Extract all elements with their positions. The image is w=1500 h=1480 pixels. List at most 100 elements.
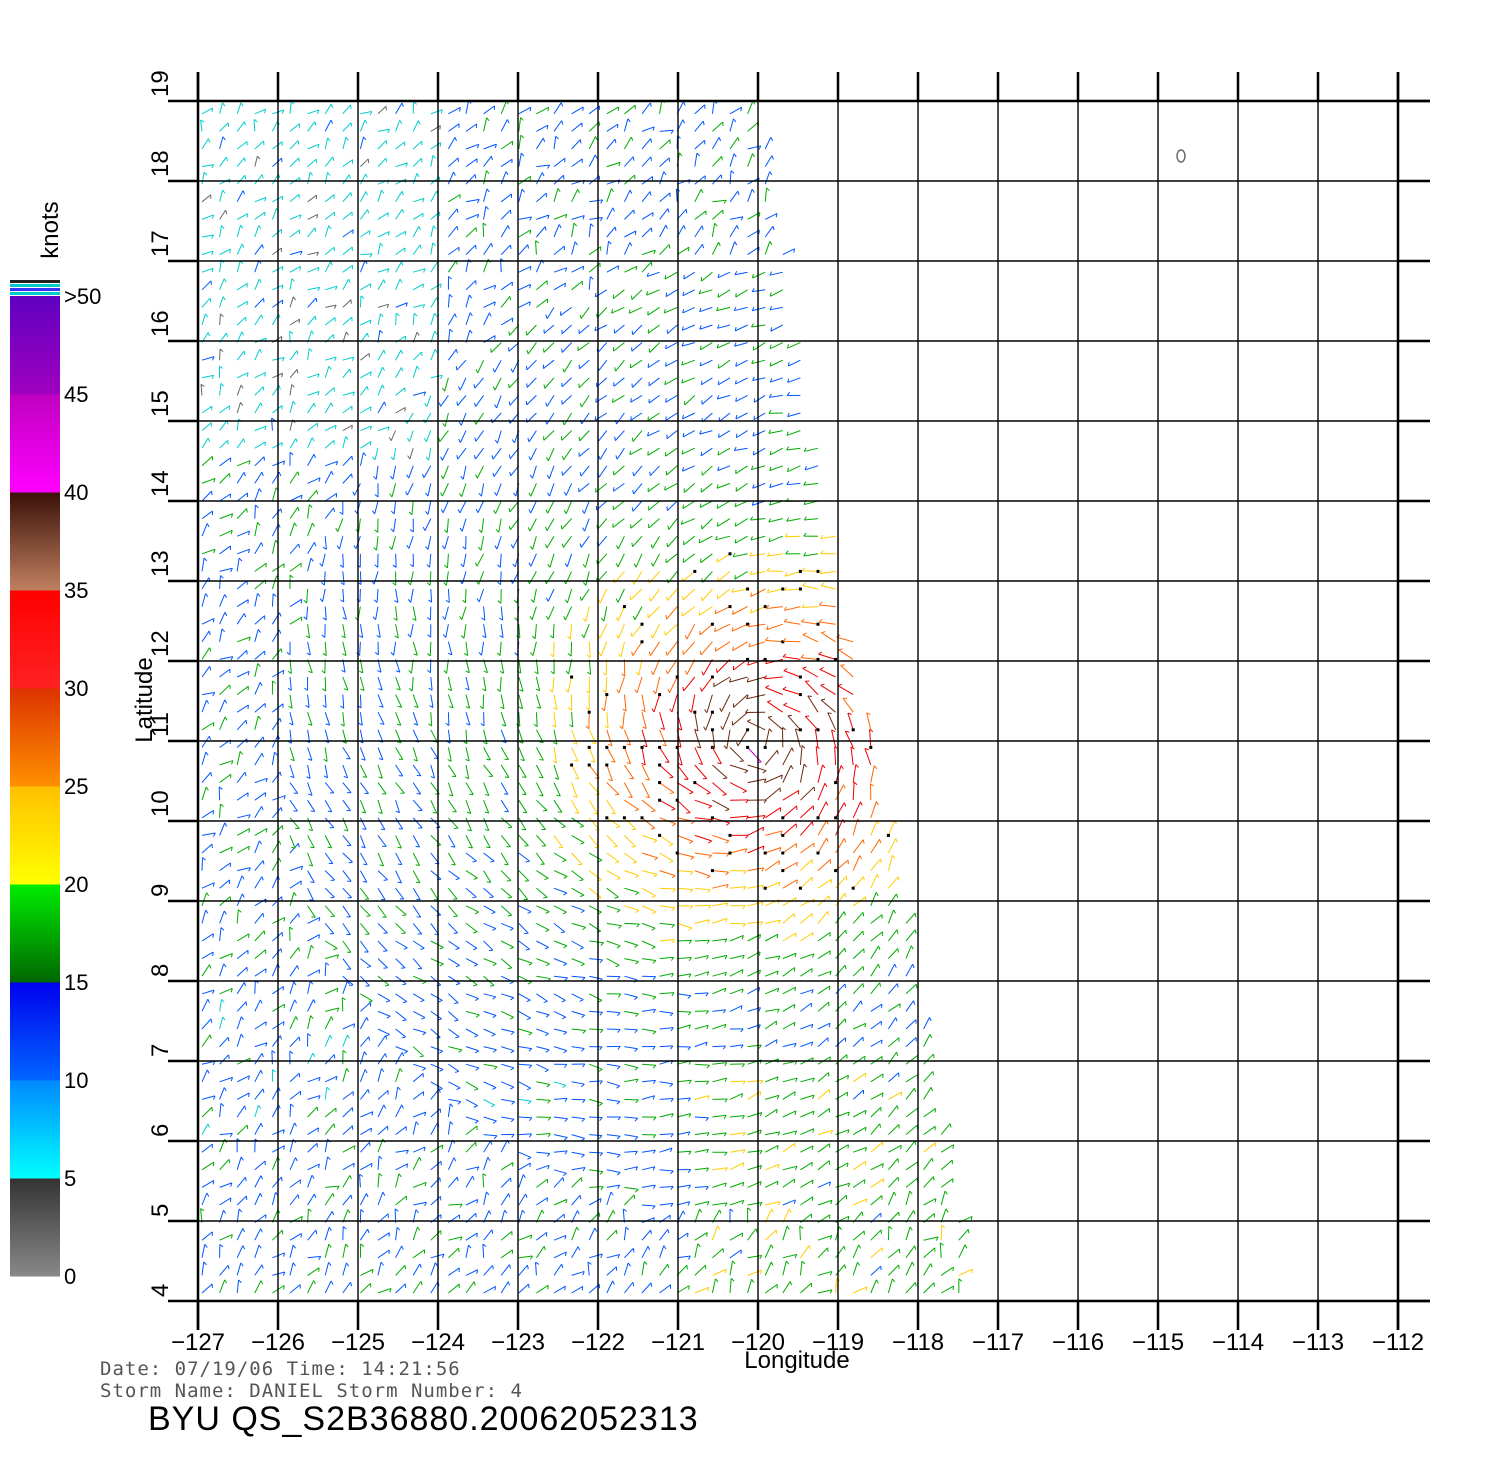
wind-vector <box>852 1179 866 1188</box>
wind-vector-barb <box>245 1001 248 1006</box>
wind-vector <box>735 412 748 420</box>
wind-vector-barb <box>708 840 712 844</box>
wind-vector <box>430 887 439 901</box>
wind-vector-barb <box>422 198 425 203</box>
wind-vector-barb <box>383 1104 387 1109</box>
wind-vector <box>395 923 406 934</box>
wind-vector <box>641 1079 656 1083</box>
wind-vector <box>483 852 495 862</box>
wind-vector-barb <box>847 1183 851 1188</box>
wind-vector <box>735 394 748 403</box>
wind-vector-barb <box>259 999 263 1004</box>
wind-vector <box>940 1159 953 1171</box>
wind-vector-barb <box>466 811 471 814</box>
wind-vector-barb <box>932 1071 934 1076</box>
wind-vector <box>342 887 353 898</box>
wind-vector <box>852 876 864 889</box>
wind-vector-barb <box>213 549 216 554</box>
wind-vector <box>870 1123 881 1135</box>
wind-vector <box>412 940 425 949</box>
wind-vector <box>838 649 854 660</box>
wind-vector-barb <box>827 911 830 916</box>
wind-vector <box>500 606 504 621</box>
wind-vector <box>694 1186 709 1188</box>
wind-vector-barb <box>735 397 737 402</box>
wind-vector-barb <box>257 522 261 526</box>
wind-vector <box>254 441 266 449</box>
rain-flag-marker <box>693 781 697 785</box>
wind-vector-barb <box>585 707 590 711</box>
wind-vector-barb <box>280 508 283 513</box>
wind-vector <box>683 271 696 280</box>
wind-vector-barb <box>239 751 244 755</box>
wind-vector <box>641 191 651 203</box>
wind-vector-barb <box>316 1106 319 1112</box>
wind-vector-barb <box>299 214 302 219</box>
wind-vector <box>817 1037 829 1047</box>
wind-vector <box>589 1010 603 1013</box>
wind-vector <box>201 933 214 942</box>
wind-vector <box>783 704 801 713</box>
wind-vector <box>764 187 768 202</box>
wind-vector <box>490 342 502 353</box>
wind-vector <box>518 244 529 255</box>
wind-vector-barb <box>422 283 424 289</box>
wind-vector <box>342 588 345 603</box>
wind-vector-barb <box>389 493 393 498</box>
wind-vector-barb <box>564 1251 567 1256</box>
wind-vector <box>887 838 897 854</box>
wind-vector <box>535 1262 537 1276</box>
wind-vector <box>236 260 241 273</box>
wind-vector <box>430 676 433 691</box>
wind-vector <box>359 676 365 691</box>
wind-vector-barb <box>243 350 246 356</box>
wind-vector-barb <box>750 465 754 470</box>
wind-vector <box>395 407 406 414</box>
rain-flag-marker <box>798 728 802 732</box>
wind-vector-barb <box>365 191 368 196</box>
wind-vector <box>852 1262 859 1276</box>
wind-vector <box>236 933 250 942</box>
wind-vector <box>923 1053 934 1065</box>
wind-vector <box>923 1176 934 1188</box>
wind-vector <box>571 1134 585 1139</box>
wind-vector-barb <box>592 742 597 745</box>
wind-vector <box>641 1204 656 1207</box>
wind-vector-barb <box>313 542 317 547</box>
wind-vector-barb <box>380 1261 384 1266</box>
wind-vector <box>430 1063 444 1070</box>
wind-vector-barb <box>579 403 582 408</box>
wind-vector <box>659 1113 674 1118</box>
wind-vector <box>613 482 625 492</box>
wind-vector <box>465 922 478 933</box>
wind-vector-barb <box>474 1120 479 1124</box>
wind-vector-barb <box>746 694 749 699</box>
rain-flag-marker <box>746 728 750 732</box>
wind-vector-barb <box>300 617 303 622</box>
rain-flag-marker <box>728 833 732 837</box>
wind-vector-barb <box>279 1035 282 1040</box>
wind-vector <box>888 929 898 942</box>
wind-vector-barb <box>634 1136 639 1140</box>
wind-vector-barb <box>322 617 327 621</box>
wind-vector <box>360 1141 370 1153</box>
wind-vector-barb <box>830 1130 834 1135</box>
wind-vector <box>820 535 836 540</box>
wind-vector <box>729 1149 746 1153</box>
wind-vector <box>606 1191 612 1206</box>
wind-vector <box>456 359 467 371</box>
wind-vector-barb <box>510 1067 515 1071</box>
wind-vector <box>324 641 327 656</box>
wind-vector <box>641 852 658 859</box>
wind-vector-barb <box>476 1269 479 1274</box>
wind-vector-barb <box>230 656 234 661</box>
wind-vector <box>566 588 573 604</box>
wind-vector <box>617 535 625 550</box>
wind-vector-barb <box>495 529 500 533</box>
wind-vector <box>571 922 586 928</box>
wind-vector <box>712 1182 727 1188</box>
wind-vector-barb <box>608 743 613 747</box>
wind-vector <box>571 215 585 220</box>
wind-vector-barb <box>211 250 214 255</box>
wind-vector <box>641 1282 652 1294</box>
